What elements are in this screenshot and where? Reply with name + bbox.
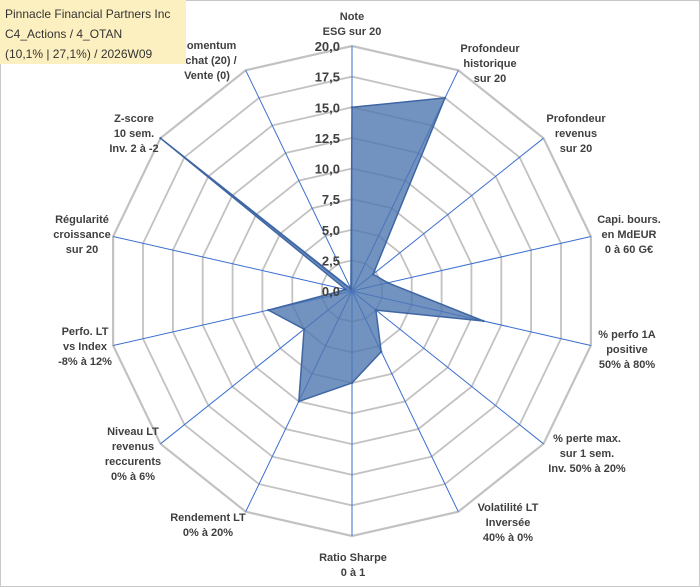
axis-label-line: sur 20	[66, 244, 98, 256]
axis-label-line: historique	[463, 58, 516, 70]
data-point-3	[371, 273, 375, 276]
axis-label-line: Inv. 50% à 20%	[548, 463, 626, 475]
axis-label-line: 50% à 80%	[599, 359, 655, 371]
spoke-3	[351, 137, 544, 292]
data-point-5	[482, 319, 485, 323]
axis-label-line: 0% à 20%	[183, 527, 233, 539]
spoke-4	[351, 236, 592, 292]
axis-label-line: Vente (0)	[184, 70, 230, 82]
tick-label-0: 0,0	[322, 284, 340, 299]
axis-label-line: 40% à 0%	[483, 532, 533, 544]
axis-label-line: sur 20	[560, 143, 592, 155]
axis-label-line: Momentum	[178, 40, 237, 52]
data-point-11	[267, 308, 270, 312]
axis-label-line: Perfo. LT	[62, 326, 109, 338]
axis-label-line: 0 à 60 G€	[605, 244, 653, 256]
axis-label-line: Capi. bours.	[597, 214, 661, 226]
axis-label-line: 0% à 6%	[111, 471, 155, 483]
axis-label-line: Ratio Sharpe	[319, 552, 387, 564]
axis-label-line: Volatilité LT	[478, 502, 539, 514]
header-period: (10,1% | 27,1%) / 2026W09	[5, 47, 153, 61]
axis-label-11: Perfo. LT vs Index -8% à 12%	[58, 326, 112, 368]
tick-label-6: 15,0	[315, 100, 340, 115]
axis-label-line: revenus	[555, 128, 597, 140]
data-point-7	[380, 350, 383, 353]
data-point-8	[350, 381, 354, 385]
axis-label-13: Z-score 10 sem. Inv. 2 à -2	[109, 113, 158, 155]
tick-label-8: 20,0	[315, 39, 340, 54]
data-point-1	[350, 106, 354, 109]
tick-label-3: 7,5	[322, 192, 340, 207]
axis-label-14: Momentum Achat (20) / Vente (0)	[177, 40, 236, 82]
axis-label-line: croissance	[53, 229, 110, 241]
radar-series	[159, 96, 485, 403]
data-point-9	[297, 400, 300, 403]
axis-label-line: Achat (20) /	[177, 55, 236, 67]
axis-label-line: Z-score	[114, 113, 154, 125]
data-point-10	[302, 328, 306, 331]
data-point-6	[374, 308, 378, 312]
axis-label-7: Volatilité LT Inversée 40% à 0%	[478, 502, 539, 544]
axis-label-line: sur 1 sem.	[560, 448, 614, 460]
axis-label-line: Profondeur	[460, 43, 520, 55]
spoke-6	[351, 290, 544, 445]
axis-label-line: % perte max.	[553, 433, 621, 445]
axis-label-line: ESG sur 20	[323, 26, 382, 38]
axis-label-line: -8% à 12%	[58, 356, 112, 368]
header-category: C4_Actions / 4_OTAN	[5, 27, 123, 41]
axis-label-2: Profondeur historique sur 20	[460, 43, 520, 85]
tick-label-5: 12,5	[315, 131, 340, 146]
axis-label-12: Régularité croissance sur 20	[53, 214, 110, 256]
axis-label-4: Capi. bours. en MdEUR 0 à 60 G€	[597, 214, 661, 256]
spoke-14	[245, 70, 353, 292]
axis-label-line: sur 20	[474, 73, 506, 85]
radar-axis-labels: Note ESG sur 20 Profondeur historique sur 20…	[53, 11, 661, 579]
tick-label-4: 10,0	[315, 162, 340, 177]
data-point-2	[443, 96, 447, 100]
axis-label-line: vs Index	[63, 341, 108, 353]
axis-label-5: % perfo 1A positive 50% à 80%	[598, 329, 656, 371]
axis-label-line: reccurents	[105, 456, 161, 468]
data-point-12	[344, 288, 348, 291]
tick-label-2: 5,0	[322, 223, 340, 238]
axis-label-line: Régularité	[55, 214, 109, 226]
tick-label-1: 2,5	[322, 253, 340, 268]
axis-label-line: Niveau LT	[107, 426, 159, 438]
axis-label-line: Inversée	[486, 517, 531, 529]
axis-label-line: Note	[340, 11, 364, 23]
axis-label-3: Profondeur revenus sur 20	[546, 113, 606, 155]
axis-label-line: 10 sem.	[114, 128, 154, 140]
axis-label-line: Inv. 2 à -2	[109, 143, 158, 155]
axis-label-9: Rendement LT 0% à 20%	[170, 512, 246, 539]
axis-label-line: positive	[606, 344, 648, 356]
chart-header: Pinnacle Financial Partners Inc C4_Actio…	[0, 0, 186, 64]
spoke-12	[112, 236, 353, 292]
tick-label-7: 17,5	[315, 70, 340, 85]
data-point-14	[349, 287, 353, 290]
axis-label-1: Note ESG sur 20	[323, 11, 382, 38]
header-company: Pinnacle Financial Partners Inc	[5, 7, 171, 21]
axis-label-8: Ratio Sharpe 0 à 1	[319, 552, 387, 579]
axis-label-line: % perfo 1A	[598, 329, 656, 341]
radar-tick-labels: 0,0 2,5 5,0 7,5 10,0 12,5 15,0 17,5 20,0	[315, 39, 340, 299]
axis-label-10: Niveau LT revenus reccurents 0% à 6%	[105, 426, 161, 483]
data-point-4	[386, 281, 389, 284]
axis-label-6: % perte max. sur 1 sem. Inv. 50% à 20%	[548, 433, 626, 475]
axis-label-line: 0 à 1	[341, 567, 365, 579]
axis-label-line: Rendement LT	[170, 512, 246, 524]
data-point-13	[159, 137, 162, 140]
axis-label-line: Profondeur	[546, 113, 606, 125]
axis-label-line: en MdEUR	[602, 229, 657, 241]
axis-label-line: revenus	[112, 441, 154, 453]
